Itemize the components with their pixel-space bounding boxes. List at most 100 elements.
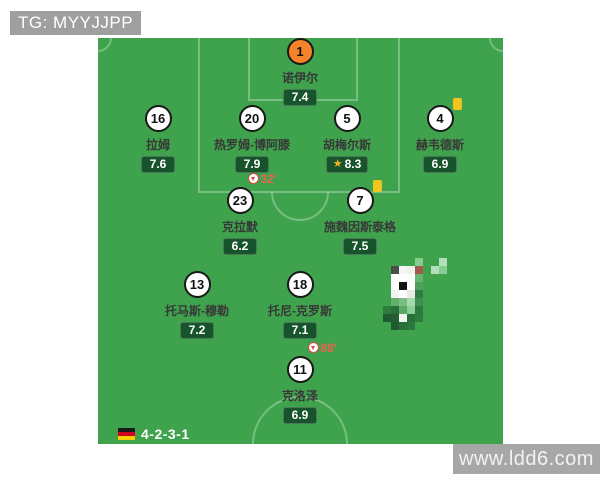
player-number-circle: 11 bbox=[286, 355, 314, 383]
player[interactable]: 20 热罗姆-博阿滕 7.9 bbox=[214, 104, 290, 173]
player[interactable]: 18 托尼-克罗斯 7.1 bbox=[268, 270, 332, 339]
mosaic-cell bbox=[399, 298, 407, 306]
mosaic-cell bbox=[407, 298, 415, 306]
mosaic-cell bbox=[383, 266, 391, 274]
player-shirt-wrap: 7 bbox=[346, 179, 382, 214]
player-rating-badge: 7.6 bbox=[141, 155, 175, 173]
mosaic-cell bbox=[447, 298, 455, 306]
player-number: 5 bbox=[343, 110, 351, 126]
mosaic-cell bbox=[407, 266, 415, 274]
mosaic-cell bbox=[407, 282, 415, 290]
player-number: 4 bbox=[436, 110, 444, 126]
mosaic-cell bbox=[415, 314, 423, 322]
mosaic-cell bbox=[415, 266, 423, 274]
player-name: 诺伊尔 bbox=[281, 70, 319, 85]
player-number: 1 bbox=[296, 43, 304, 59]
mosaic-cell bbox=[447, 306, 455, 314]
player-shirt-wrap: 18 bbox=[286, 270, 314, 298]
player-name: 克洛泽 bbox=[281, 388, 319, 403]
mosaic-cell bbox=[439, 306, 447, 314]
yellow-card-icon bbox=[372, 179, 382, 192]
mosaic-cell bbox=[431, 298, 439, 306]
mosaic-cell bbox=[407, 274, 415, 282]
mosaic-cell bbox=[399, 314, 407, 322]
player-rating-badge: ★ 8.3 bbox=[325, 155, 369, 173]
player-shirt-wrap: 20 bbox=[238, 104, 266, 132]
player[interactable]: 4 赫韦德斯 6.9 bbox=[415, 97, 465, 173]
flag-stripe-black bbox=[118, 428, 135, 432]
player[interactable]: 7 施魏因斯泰格 7.5 bbox=[324, 179, 396, 255]
mosaic-cell bbox=[423, 274, 431, 282]
mosaic-cell bbox=[407, 314, 415, 322]
player-rating-badge: 7.4 bbox=[282, 88, 317, 106]
mosaic-cell bbox=[415, 298, 423, 306]
player-rating-badge: 7.1 bbox=[283, 321, 317, 339]
player-shirt-wrap: 11 88' bbox=[286, 341, 337, 383]
substitution-arrow-icon bbox=[307, 342, 319, 353]
mosaic-cell bbox=[415, 282, 423, 290]
mosaic-cell bbox=[399, 258, 407, 266]
substitution-minute: 32' bbox=[260, 171, 277, 186]
player-number-circle: 23 bbox=[226, 186, 254, 214]
star-icon: ★ bbox=[332, 157, 343, 170]
substitution-minute: 88' bbox=[320, 340, 337, 355]
substitution-arrow-icon bbox=[247, 173, 259, 184]
mosaic-cell bbox=[447, 282, 455, 290]
mosaic-cell bbox=[423, 306, 431, 314]
substitution-indicator: 88' bbox=[307, 340, 337, 355]
mosaic-cell bbox=[431, 274, 439, 282]
mosaic-cell bbox=[423, 258, 431, 266]
telegram-watermark: TG: MYYJJPP bbox=[10, 11, 142, 35]
mosaic-cell bbox=[431, 266, 439, 274]
mosaic-cell bbox=[439, 282, 447, 290]
mosaic-cell bbox=[383, 306, 391, 314]
player[interactable]: 16 拉姆 7.6 bbox=[141, 104, 175, 173]
player-shirt-wrap: 5 bbox=[333, 104, 361, 132]
player-name: 胡梅尔斯 bbox=[322, 137, 372, 152]
mosaic-cell bbox=[399, 266, 407, 274]
team-bar: 4-2-3-1 bbox=[118, 426, 190, 442]
mosaic-cell bbox=[431, 322, 439, 330]
mosaic-cell bbox=[383, 258, 391, 266]
mosaic-cell bbox=[407, 258, 415, 266]
mosaic-cell bbox=[399, 274, 407, 282]
player-rating-badge: 7.2 bbox=[180, 321, 214, 339]
player[interactable]: 23 32' 克拉默 6.2 bbox=[221, 172, 277, 255]
mosaic-cell bbox=[391, 266, 399, 274]
substitution-indicator: 32' bbox=[247, 171, 277, 186]
player-name: 克拉默 bbox=[221, 219, 259, 234]
mosaic-cell bbox=[431, 282, 439, 290]
mosaic-cell bbox=[415, 258, 423, 266]
player-name: 托尼-克罗斯 bbox=[268, 303, 332, 318]
player[interactable]: 13 托马斯-穆勒 7.2 bbox=[165, 270, 229, 339]
mosaic-cell bbox=[423, 266, 431, 274]
football-pitch: 4-2-3-1 1 诺伊尔 7.4 16 拉姆 7.6 bbox=[98, 37, 503, 444]
player-number: 16 bbox=[150, 110, 166, 126]
mosaic-cell bbox=[447, 258, 455, 266]
player[interactable]: 5 胡梅尔斯 ★ 8.3 bbox=[322, 104, 372, 173]
corner-arc-right bbox=[489, 38, 503, 52]
mosaic-cell bbox=[383, 314, 391, 322]
mosaic-cell bbox=[399, 282, 407, 290]
player-shirt-wrap: 4 bbox=[426, 97, 462, 132]
mosaic-cell bbox=[391, 298, 399, 306]
penalty-arc-line bbox=[271, 191, 329, 221]
mosaic-cell bbox=[399, 306, 407, 314]
player-name: 拉姆 bbox=[145, 137, 170, 152]
penalty-box-line bbox=[198, 38, 400, 193]
formation-label: 4-2-3-1 bbox=[141, 426, 190, 442]
player-name: 赫韦德斯 bbox=[415, 137, 465, 152]
flag-stripe-gold bbox=[118, 436, 135, 440]
player-shirt-wrap: 16 bbox=[144, 104, 172, 132]
corner-arc-left bbox=[98, 38, 112, 52]
player[interactable]: 11 88' 克洛泽 6.9 bbox=[281, 341, 337, 424]
mosaic-cell bbox=[383, 290, 391, 298]
mosaic-cell bbox=[383, 282, 391, 290]
mosaic-cell bbox=[407, 306, 415, 314]
player-rating-badge: 6.2 bbox=[222, 237, 257, 255]
site-watermark: www.ldd6.com bbox=[453, 444, 600, 474]
player[interactable]: 1 诺伊尔 7.4 bbox=[281, 37, 319, 106]
mosaic-cell bbox=[431, 258, 439, 266]
player-number-circle: 20 bbox=[238, 104, 266, 132]
player-shirt-wrap: 23 32' bbox=[226, 172, 277, 214]
